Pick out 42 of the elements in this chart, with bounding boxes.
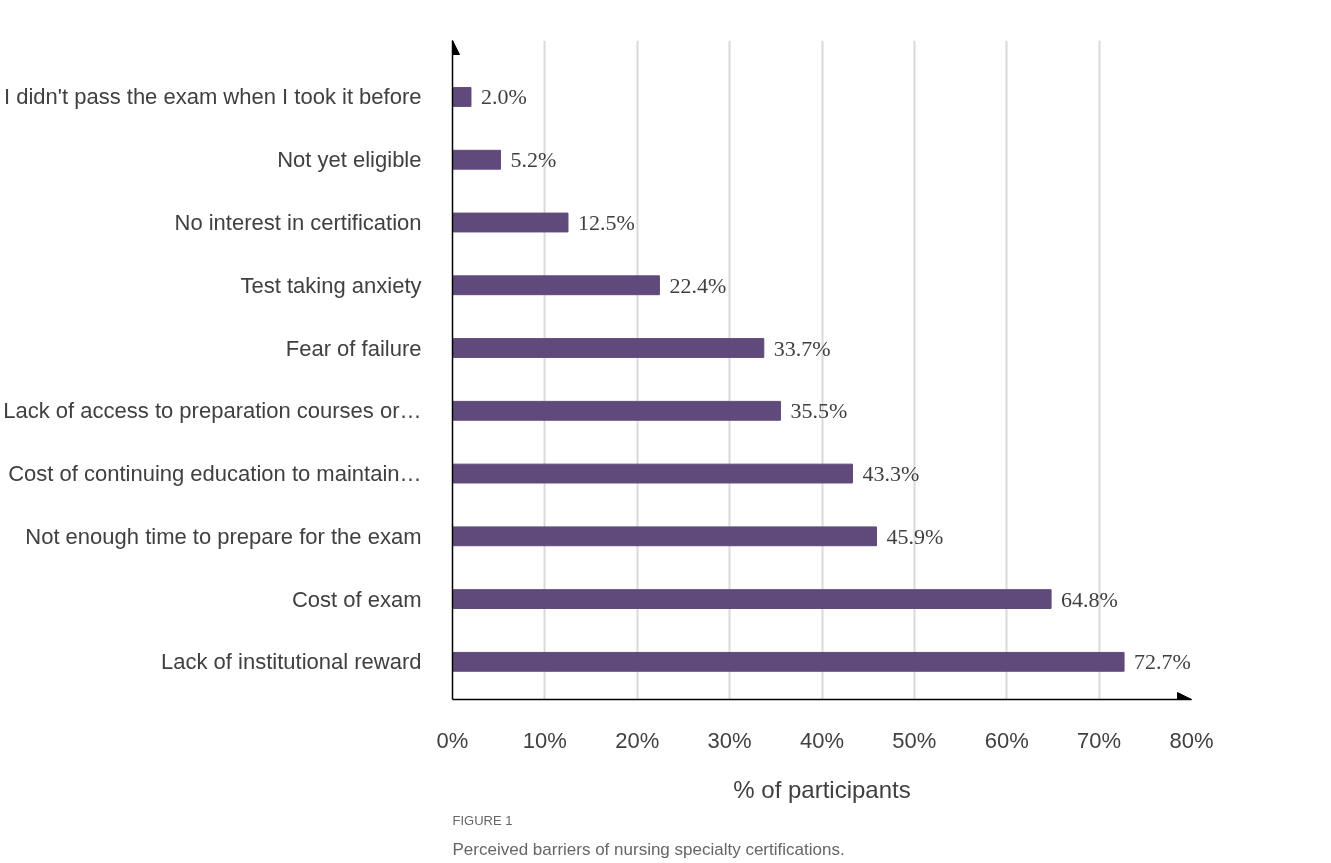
data-label: 35.5%	[790, 398, 848, 424]
x-tick-label: 70%	[1077, 727, 1122, 753]
data-label: 12.5%	[577, 210, 635, 236]
data-label: 72.7%	[1134, 649, 1191, 675]
y-tick-label: I didn't pass the exam when I took it before	[3, 84, 422, 110]
x-tick-label: 40%	[799, 727, 845, 753]
bar	[452, 463, 853, 484]
y-tick-label: No interest in certification	[174, 210, 422, 236]
x-tick-label: 80%	[1169, 727, 1214, 753]
y-tick-label: Lack of institutional reward	[161, 649, 422, 675]
y-tick-label: Cost of exam	[291, 586, 422, 612]
data-label: 43.3%	[862, 461, 920, 487]
x-tick-label: 10%	[522, 727, 567, 753]
data-label: 64.8%	[1061, 586, 1118, 612]
text: Perceived barriers of nursing specialty certifications.	[452, 839, 845, 859]
data-label: 33.7%	[773, 335, 831, 361]
bar	[452, 149, 502, 170]
y-tick-label: Lack of access to preparation courses or…	[3, 398, 422, 424]
bar	[452, 87, 472, 107]
caption: FIGURE 1	[452, 812, 513, 828]
y-tick-label: Not yet eligible	[277, 147, 422, 173]
x-tick-label: 0%	[436, 727, 469, 753]
x-tick-label: 50%	[892, 727, 937, 753]
y-tick-label: Cost of continuing education to maintain…	[8, 461, 422, 487]
bar	[452, 526, 877, 547]
bar	[452, 589, 1052, 609]
y-tick-label: Test taking anxiety	[240, 272, 422, 298]
y-tick-label: Not enough time to prepare for the exam	[25, 523, 422, 549]
bar	[452, 651, 1125, 672]
bar	[452, 212, 569, 233]
data-label: 5.2%	[510, 147, 557, 173]
y-tick-label: Fear of failure	[285, 335, 422, 361]
x-tick-label: 60%	[984, 727, 1029, 753]
bar	[452, 275, 660, 296]
x-tick-label: 30%	[707, 727, 752, 753]
x-axis-title: % of participants	[733, 775, 911, 803]
data-label: 2.0%	[480, 84, 527, 110]
bar	[452, 338, 765, 358]
data-label: 22.4%	[669, 272, 727, 298]
data-label: 45.9%	[886, 523, 944, 549]
bar	[452, 400, 781, 421]
x-tick-label: 20%	[615, 727, 660, 753]
